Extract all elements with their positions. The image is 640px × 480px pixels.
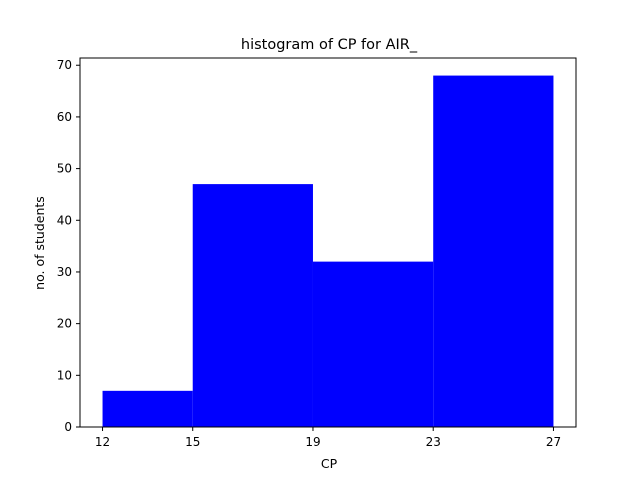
y-tick-label: 60 <box>57 110 72 124</box>
y-tick-label: 40 <box>57 213 72 227</box>
histogram-bar-2 <box>192 184 313 427</box>
y-tick-label: 30 <box>57 265 72 279</box>
y-tick-label: 70 <box>57 58 72 72</box>
histogram-bar-3 <box>312 261 434 427</box>
y-tick-label: 50 <box>57 162 72 176</box>
histogram-bar-1 <box>102 390 193 427</box>
histogram-bar-4 <box>433 75 554 428</box>
x-tick-label: 12 <box>95 435 110 449</box>
x-tick-label: 27 <box>546 435 561 449</box>
bars-group <box>102 75 554 428</box>
y-tick-label: 0 <box>64 420 72 434</box>
plot-frame <box>79 57 577 428</box>
y-axis-label: no. of students <box>32 196 47 290</box>
chart-title: histogram of CP for AIR_ <box>241 37 418 53</box>
y-tick-label: 10 <box>57 368 72 382</box>
x-axis-label: CP <box>321 456 338 471</box>
y-axis-ticks: 0 10 20 30 40 50 60 70 <box>57 58 80 434</box>
x-tick-label: 23 <box>426 435 441 449</box>
x-tick-label: 15 <box>185 435 200 449</box>
y-tick-label: 20 <box>57 317 72 331</box>
x-tick-label: 19 <box>305 435 320 449</box>
x-axis-ticks: 12 15 19 23 27 <box>95 427 561 449</box>
